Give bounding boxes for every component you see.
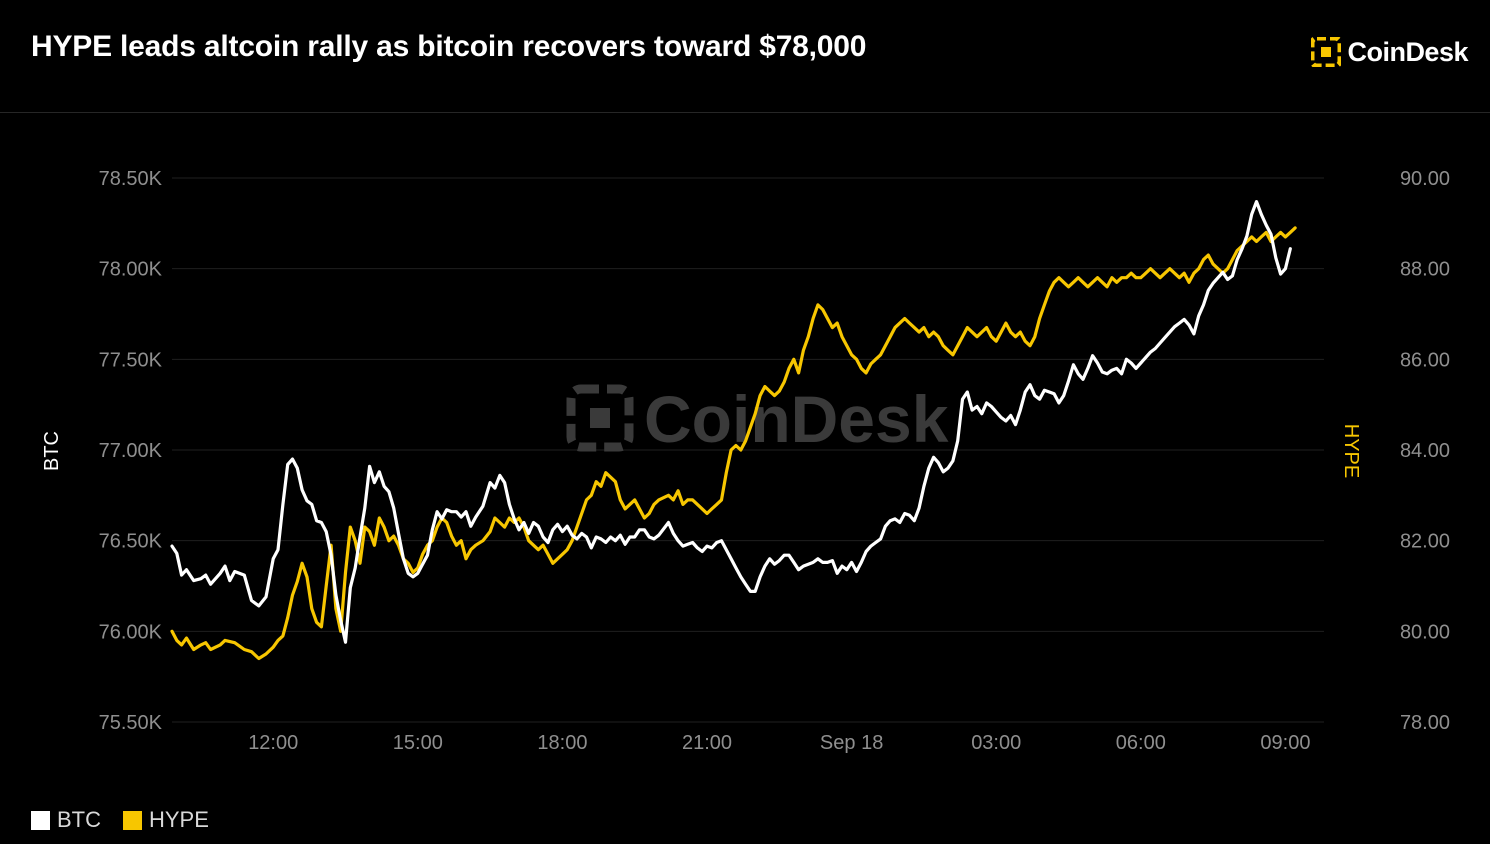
series-line-hype [170, 226, 1297, 661]
left-tick-label: 76.50K [99, 531, 163, 553]
left-tick-label: 76.00K [99, 621, 163, 643]
watermark: CoinDesk [566, 382, 949, 456]
left-axis-title: BTC [41, 431, 63, 471]
right-tick-label: 78.00 [1400, 712, 1450, 734]
left-tick-label: 75.50K [99, 712, 163, 734]
right-tick-label: 82.00 [1400, 531, 1450, 553]
coindesk-logo-icon [1311, 37, 1342, 67]
legend-label-btc: BTC [57, 807, 101, 832]
series-lines [170, 200, 1297, 661]
right-axis-title: HYPE [1340, 424, 1362, 478]
legend: BTC HYPE [31, 807, 231, 833]
x-tick-label: 15:00 [393, 732, 443, 754]
x-tick-label: 18:00 [537, 732, 587, 754]
left-tick-label: 78.50K [99, 168, 163, 190]
watermark-icon [566, 384, 634, 452]
header-divider [0, 112, 1490, 113]
right-tick-label: 80.00 [1400, 621, 1450, 643]
left-axis-ticks: 75.50K 76.00K 76.50K 77.00K 77.50K 78.00K 78.5… [99, 168, 163, 734]
series-line-btc [170, 200, 1292, 644]
chart-header: HYPE leads altcoin rally as bitcoin reco… [0, 0, 1490, 112]
left-tick-label: 78.00K [99, 259, 163, 281]
right-tick-label: 86.00 [1400, 349, 1450, 371]
left-tick-label: 77.00K [99, 440, 163, 462]
x-tick-label: 21:00 [682, 732, 732, 754]
right-tick-label: 90.00 [1400, 168, 1450, 190]
left-tick-label: 77.50K [99, 349, 163, 371]
right-tick-label: 88.00 [1400, 259, 1450, 281]
chart-title: HYPE leads altcoin rally as bitcoin reco… [31, 30, 867, 63]
right-axis-ticks: 78.00 80.00 82.00 84.00 86.00 88.00 90.00 [1400, 168, 1450, 734]
legend-swatch-btc [31, 810, 50, 830]
legend-swatch-hype [123, 810, 142, 830]
legend-label-hype: HYPE [149, 807, 209, 832]
legend-item-btc: BTC [31, 807, 101, 833]
right-tick-label: 84.00 [1400, 440, 1450, 462]
legend-item-hype: HYPE [123, 807, 209, 833]
coindesk-logo: CoinDesk [1311, 34, 1468, 70]
x-axis-ticks: 12:00 15:00 18:00 21:00 Sep 18 03:00 06:00 09:0… [248, 732, 1310, 754]
x-tick-label: 12:00 [248, 732, 298, 754]
watermark-text: CoinDesk [644, 382, 949, 456]
x-tick-label: Sep 18 [820, 732, 883, 754]
x-tick-label: 03:00 [971, 732, 1021, 754]
x-tick-label: 09:00 [1260, 732, 1310, 754]
x-tick-label: 06:00 [1116, 732, 1166, 754]
brand-name: CoinDesk [1347, 36, 1468, 67]
